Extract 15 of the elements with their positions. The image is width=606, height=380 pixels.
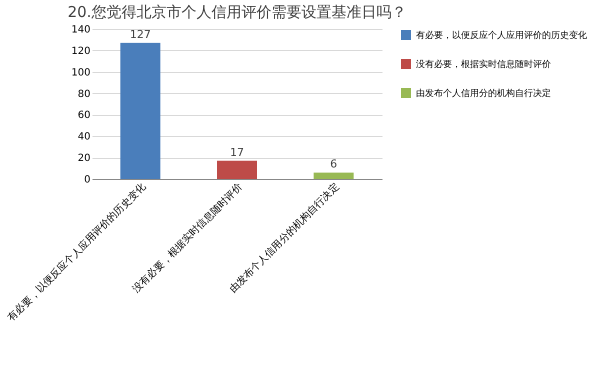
- y-tick-label: 120: [71, 46, 90, 57]
- legend-label: 由发布个人信用分的机构自行决定: [416, 88, 551, 99]
- y-tick-label: 80: [78, 88, 90, 100]
- data-label: 127: [130, 28, 151, 41]
- chart-title: 20.您觉得北京市个人信用评价需要设置基准日吗？: [68, 3, 406, 21]
- data-label: 6: [330, 158, 338, 171]
- y-tick-label: 140: [71, 24, 90, 36]
- legend-label: 没有必要，根据实时信息随时评价: [416, 59, 551, 70]
- y-tick-label: 60: [78, 110, 90, 122]
- y-tick-label: 40: [78, 132, 90, 143]
- legend-label: 有必要，以便反应个人应用评价的历史变化: [416, 30, 587, 41]
- y-tick-label: 100: [71, 67, 90, 78]
- data-label: 17: [230, 146, 244, 159]
- y-tick-label: 0: [84, 174, 90, 186]
- y-tick-label: 20: [78, 153, 90, 164]
